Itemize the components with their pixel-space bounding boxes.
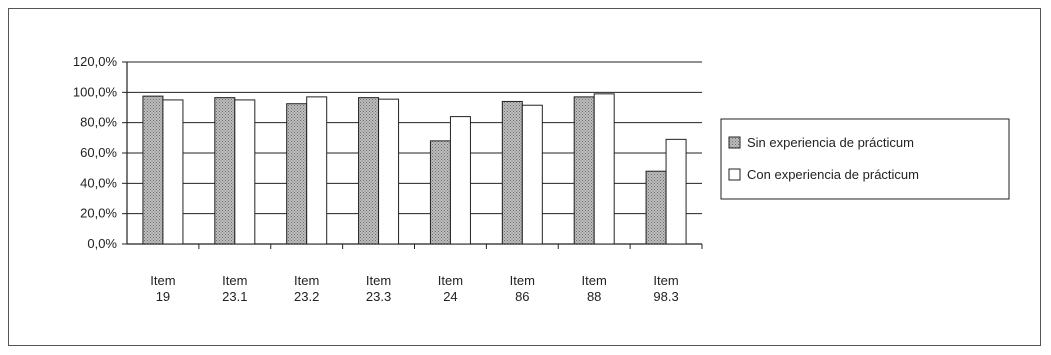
legend-swatch bbox=[728, 136, 741, 149]
category-labels: Item 19 Item 23.1 Item 23.2 Item 23.3 Item 24 Item… bbox=[150, 273, 678, 304]
bar-sin-0 bbox=[142, 95, 164, 245]
category-label: Item 23.2 bbox=[294, 273, 319, 304]
bar-con-4 bbox=[449, 116, 471, 245]
y-tick-label: 80,0% bbox=[80, 115, 117, 130]
bar-sin-6 bbox=[573, 96, 595, 245]
legend-box bbox=[720, 118, 1010, 200]
y-tick-label: 20,0% bbox=[80, 206, 117, 221]
category-label: Item 88 bbox=[582, 273, 607, 304]
y-tick-labels: 0,0% 20,0% 40,0% 60,0% 80,0% 100,0% 120,0% bbox=[73, 54, 118, 251]
bar-sin-7 bbox=[645, 170, 667, 245]
legend-label: Sin experiencia de prácticum bbox=[747, 135, 914, 150]
bar-con-7 bbox=[665, 138, 687, 245]
category-label: Item 19 bbox=[150, 273, 175, 304]
bar-con-0 bbox=[162, 99, 184, 245]
bar-con-2 bbox=[306, 96, 328, 245]
legend: Sin experiencia de prácticum Con experien… bbox=[720, 118, 1010, 200]
y-tick-label: 120,0% bbox=[73, 54, 118, 69]
legend-swatch bbox=[728, 168, 741, 181]
bar-sin-2 bbox=[286, 103, 308, 245]
bar-sin-3 bbox=[358, 97, 380, 245]
bar-sin-1 bbox=[214, 97, 236, 245]
category-label: Item 86 bbox=[510, 273, 535, 304]
bar-con-3 bbox=[378, 98, 400, 245]
legend-label: Con experiencia de prácticum bbox=[747, 167, 919, 182]
gridlines bbox=[127, 61, 702, 215]
category-label: Item 98.3 bbox=[653, 273, 678, 304]
bars bbox=[142, 93, 687, 245]
chart-frame: 0,0% 20,0% 40,0% 60,0% 80,0% 100,0% 120,0% Ite… bbox=[8, 8, 1041, 346]
category-label: Item 23.3 bbox=[366, 273, 391, 304]
y-tick-label: 100,0% bbox=[73, 84, 118, 99]
bar-sin-5 bbox=[501, 100, 523, 245]
bar-chart: 0,0% 20,0% 40,0% 60,0% 80,0% 100,0% 120,0% Ite… bbox=[73, 54, 1010, 304]
category-label: Item 24 bbox=[438, 273, 463, 304]
bar-con-5 bbox=[521, 104, 543, 245]
bar-sin-4 bbox=[429, 140, 451, 245]
y-tick-label: 40,0% bbox=[80, 175, 117, 190]
bar-con-1 bbox=[234, 99, 256, 245]
y-tick-label: 60,0% bbox=[80, 145, 117, 160]
y-tick-label: 0,0% bbox=[87, 236, 117, 251]
category-label: Item 23.1 bbox=[222, 273, 247, 304]
bar-con-6 bbox=[593, 93, 615, 245]
axes bbox=[122, 61, 703, 249]
